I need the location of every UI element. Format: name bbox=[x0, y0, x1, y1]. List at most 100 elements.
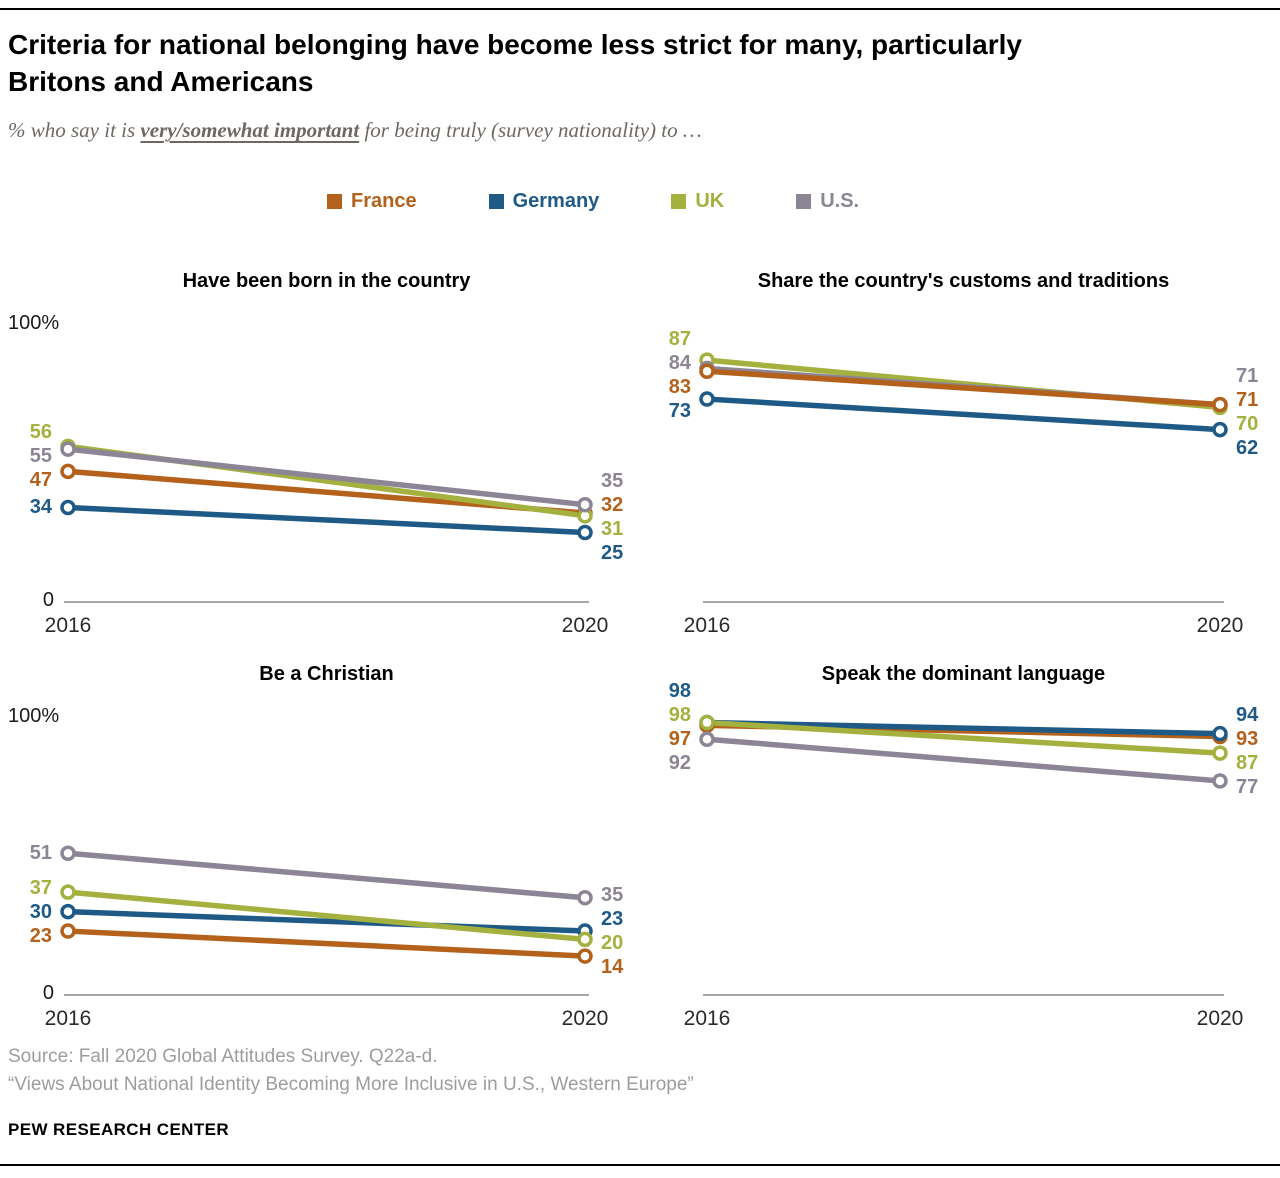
bottom-rule bbox=[0, 1164, 1280, 1166]
chart-canvas bbox=[60, 845, 593, 996]
chart-canvas bbox=[699, 714, 1228, 996]
x-tick-2020: 2020 bbox=[561, 1007, 609, 1030]
brand: PEW RESEARCH CENTER bbox=[8, 1120, 230, 1139]
value-label-france-2016: 97 bbox=[668, 728, 691, 751]
point-marker-france-2016 bbox=[699, 363, 715, 380]
value-label-germany-2020: 23 bbox=[601, 908, 624, 931]
value-label-germany-2020: 94 bbox=[1236, 704, 1259, 727]
chart-title-have-been-born-in-the-country: Have been born in the country bbox=[182, 270, 471, 292]
legend-label-france: France bbox=[351, 190, 417, 212]
point-marker-germany-2020 bbox=[1212, 421, 1228, 438]
point-marker-germany-2020 bbox=[577, 524, 593, 541]
trend-line-u-s bbox=[67, 850, 586, 901]
point-marker-u-s-2020 bbox=[577, 496, 593, 513]
value-label-france-2016: 47 bbox=[29, 468, 52, 491]
x-tick-2016: 2016 bbox=[44, 614, 92, 637]
value-label-germany-2016: 34 bbox=[29, 496, 52, 519]
value-label-u-s-2016: 84 bbox=[668, 351, 691, 374]
chart-be-a-christian: Be a Christian 51 37 30 23 35 23 20 14 2016 2020 10… bbox=[0, 655, 660, 1035]
value-label-u-s-2020: 35 bbox=[601, 884, 624, 907]
report-title: “Views About National Identity Becoming … bbox=[8, 1074, 694, 1095]
chart-title-speak-the-dominant-language: Speak the dominant language bbox=[821, 663, 1106, 685]
legend-item-u-s: U.S. bbox=[796, 190, 859, 213]
value-label-france-2016: 83 bbox=[668, 375, 691, 398]
legend-swatch-germany bbox=[488, 194, 504, 209]
value-label-uk-2020: 70 bbox=[1236, 412, 1259, 435]
value-label-u-s-2016: 92 bbox=[668, 752, 691, 775]
value-label-uk-2020: 20 bbox=[601, 932, 624, 955]
value-label-uk-2020: 31 bbox=[601, 517, 624, 540]
value-label-u-s-2016: 55 bbox=[29, 444, 52, 467]
value-label-uk-2016: 87 bbox=[668, 327, 691, 350]
x-tick-2020: 2020 bbox=[561, 614, 609, 637]
value-label-france-2020: 93 bbox=[1236, 728, 1259, 751]
trend-line-germany bbox=[706, 719, 1221, 737]
value-label-uk-2016: 98 bbox=[668, 704, 691, 727]
y-axis-top-label: 100% bbox=[8, 312, 60, 334]
value-label-uk-2020: 87 bbox=[1236, 752, 1259, 775]
value-label-germany-2016: 73 bbox=[668, 399, 691, 422]
value-label-u-s-2020: 77 bbox=[1236, 776, 1259, 799]
point-marker-uk-2020 bbox=[1212, 745, 1228, 761]
point-marker-u-s-2020 bbox=[577, 889, 593, 906]
chart-share-the-country-s-customs-and-traditions: Share the country's customs and traditio… bbox=[640, 262, 1280, 642]
chart-title-share-the-country-s-customs-and-traditions: Share the country's customs and traditio… bbox=[757, 270, 1170, 292]
x-tick-2020: 2020 bbox=[1196, 614, 1244, 637]
point-marker-germany-2016 bbox=[699, 391, 715, 407]
legend-item-france: France bbox=[327, 190, 417, 213]
x-tick-2016: 2016 bbox=[683, 1007, 731, 1030]
legend-label-u-s: U.S. bbox=[820, 190, 860, 212]
legend-label-uk: UK bbox=[695, 190, 725, 212]
trend-line-france bbox=[706, 368, 1221, 408]
subtitle: % who say it is very/somewhat important … bbox=[8, 118, 1158, 143]
chart-title-be-a-christian: Be a Christian bbox=[259, 663, 394, 685]
legend-item-germany: Germany bbox=[488, 190, 600, 213]
value-label-u-s-2020: 35 bbox=[601, 469, 624, 492]
trend-line-germany bbox=[706, 396, 1221, 433]
x-tick-2020: 2020 bbox=[1196, 1007, 1244, 1030]
source-line: Source: Fall 2020 Global Attitudes Surve… bbox=[8, 1046, 438, 1067]
point-marker-germany-2016 bbox=[60, 499, 76, 516]
trend-line-u-s bbox=[67, 446, 586, 508]
legend-item-uk: UK bbox=[671, 190, 724, 213]
point-marker-u-s-2016 bbox=[60, 845, 76, 861]
value-label-u-s-2016: 51 bbox=[29, 842, 52, 865]
y-axis-top-label: 100% bbox=[8, 705, 60, 727]
trend-line-france bbox=[67, 928, 586, 959]
value-label-germany-2020: 62 bbox=[1236, 436, 1259, 459]
trend-line-u-s bbox=[706, 736, 1221, 784]
subtitle-suffix: for being truly (survey nationality) to … bbox=[359, 118, 702, 142]
legend-swatch-france bbox=[327, 194, 342, 209]
point-marker-uk-2016 bbox=[60, 884, 76, 900]
y-axis-bottom-label: 0 bbox=[42, 589, 54, 611]
trend-line-germany bbox=[67, 504, 586, 536]
value-label-u-s-2020: 71 bbox=[1236, 364, 1259, 387]
point-marker-u-s-2020 bbox=[1212, 773, 1228, 789]
point-marker-france-2020 bbox=[1212, 396, 1228, 413]
trend-line-uk bbox=[706, 719, 1221, 756]
page-title: Criteria for national belonging have bec… bbox=[8, 29, 1022, 97]
point-marker-france-2020 bbox=[577, 948, 593, 964]
trend-line-uk bbox=[67, 889, 586, 943]
value-label-france-2020: 71 bbox=[1236, 388, 1259, 411]
chart-canvas bbox=[60, 438, 593, 603]
point-marker-uk-2020 bbox=[577, 931, 593, 948]
legend-swatch-uk bbox=[671, 194, 687, 209]
legend-label-germany: Germany bbox=[512, 190, 600, 212]
value-label-france-2020: 32 bbox=[601, 493, 624, 516]
point-marker-france-2016 bbox=[60, 463, 76, 480]
value-label-germany-2016: 98 bbox=[668, 680, 691, 703]
legend-swatch-u-s bbox=[796, 194, 812, 209]
value-label-germany-2016: 30 bbox=[29, 900, 52, 923]
value-label-germany-2020: 25 bbox=[601, 541, 624, 564]
value-label-france-2016: 23 bbox=[29, 924, 52, 947]
chart-have-been-born-in-the-country: Have been born in the country 56 55 47 34 35 3… bbox=[0, 262, 660, 642]
chart-speak-the-dominant-language: Speak the dominant language 98 98 97 92 94 93 8… bbox=[640, 655, 1280, 1035]
point-marker-france-2016 bbox=[60, 923, 76, 939]
chart-canvas bbox=[699, 352, 1228, 603]
trend-line-germany bbox=[67, 908, 586, 934]
subtitle-prefix: % who say it is bbox=[8, 118, 141, 142]
subtitle-emphasis: very/somewhat important bbox=[140, 118, 360, 142]
point-marker-u-s-2016 bbox=[699, 731, 715, 747]
